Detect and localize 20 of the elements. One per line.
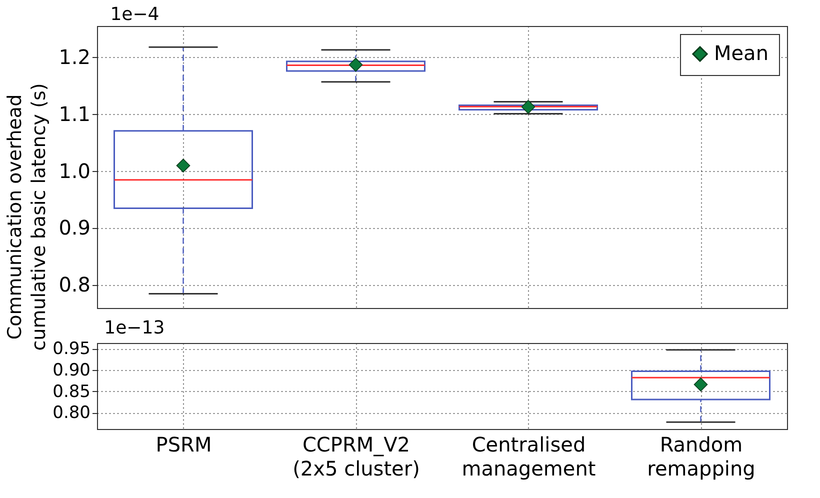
text: 1e−13 [104, 318, 165, 339]
x-tick-label: Centralised management [462, 432, 596, 480]
point [176, 158, 190, 172]
x-tick-label: PSRM [156, 432, 212, 456]
x-tick-label: CCPRM_V2 (2x5 cluster) [292, 432, 420, 480]
y-tick-label: 1.0 [58, 158, 90, 183]
y-tick-label: 1.2 [58, 44, 90, 69]
y-tick-label: 0.85 [52, 382, 90, 402]
text: 1e−4 [110, 4, 160, 25]
legend-label: Mean [714, 41, 768, 65]
point [521, 100, 536, 114]
y-tick-label: 0.90 [52, 360, 90, 380]
y-tick-label: 0.8 [58, 272, 90, 297]
y-tick-label: 0.9 [58, 216, 90, 240]
y-tick-label: 0.95 [52, 339, 90, 360]
x-tick-label: Random remapping [647, 432, 756, 480]
point [348, 58, 363, 72]
y-axis-title: Communication overhead cumulative basic latency (s) [4, 83, 50, 351]
y-tick-label: 0.80 [52, 403, 90, 424]
y-tick-label: 1.1 [58, 102, 90, 126]
